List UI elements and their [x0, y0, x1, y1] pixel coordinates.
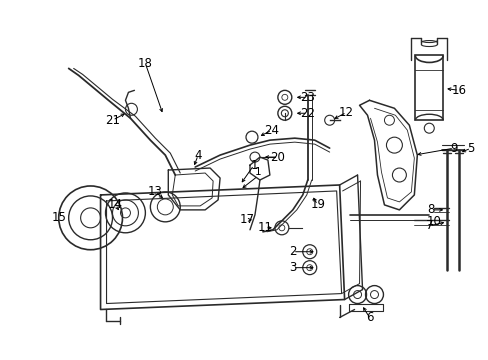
- Text: 6: 6: [365, 311, 372, 324]
- Text: 22: 22: [300, 107, 315, 120]
- Text: 3: 3: [288, 261, 296, 274]
- Text: 2: 2: [288, 245, 296, 258]
- Text: 12: 12: [338, 106, 353, 119]
- Text: 1: 1: [254, 167, 261, 177]
- Text: 16: 16: [451, 84, 466, 97]
- Text: 14: 14: [108, 198, 123, 211]
- Text: 1: 1: [250, 158, 257, 172]
- Text: 24: 24: [264, 124, 279, 137]
- Text: 4: 4: [194, 149, 202, 162]
- Text: 15: 15: [51, 211, 66, 224]
- Text: 9: 9: [449, 141, 457, 155]
- Text: 8: 8: [427, 203, 434, 216]
- Text: 21: 21: [105, 114, 120, 127]
- Text: 11: 11: [257, 221, 272, 234]
- Text: 18: 18: [138, 57, 153, 70]
- Bar: [414, 55, 442, 120]
- Text: 20: 20: [270, 150, 285, 163]
- Text: 7: 7: [425, 219, 432, 232]
- Text: 17: 17: [239, 213, 254, 226]
- Text: 23: 23: [300, 91, 315, 104]
- Text: 10: 10: [426, 215, 441, 228]
- Text: 19: 19: [309, 198, 325, 211]
- Text: 13: 13: [147, 185, 163, 198]
- Text: 5: 5: [467, 141, 474, 155]
